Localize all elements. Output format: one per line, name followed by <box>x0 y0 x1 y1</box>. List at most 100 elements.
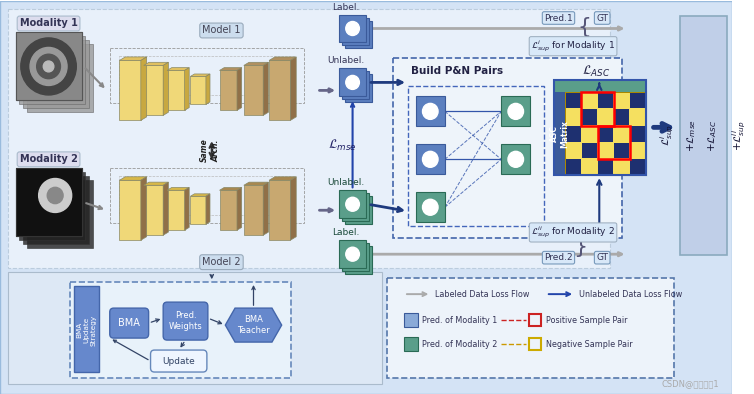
Polygon shape <box>167 68 189 71</box>
Polygon shape <box>290 57 296 121</box>
Text: Pred.
Weights: Pred. Weights <box>169 311 202 331</box>
Polygon shape <box>225 308 282 342</box>
Bar <box>529 338 541 350</box>
Text: Build P&N Pairs: Build P&N Pairs <box>411 67 503 76</box>
Bar <box>615 110 630 125</box>
Polygon shape <box>167 188 189 190</box>
Bar <box>630 93 645 108</box>
Bar <box>345 196 372 224</box>
Polygon shape <box>219 68 241 71</box>
Polygon shape <box>206 194 210 224</box>
Circle shape <box>346 75 360 89</box>
Bar <box>566 93 646 175</box>
Text: GT: GT <box>596 253 608 262</box>
Text: Arch.: Arch. <box>211 139 220 162</box>
Text: Same: Same <box>200 138 208 162</box>
Polygon shape <box>290 177 296 240</box>
Polygon shape <box>144 182 168 185</box>
Circle shape <box>422 199 438 215</box>
Text: $\mathcal{L}^{ii}_{sup}$ for Modality 2: $\mathcal{L}^{ii}_{sup}$ for Modality 2 <box>531 225 615 240</box>
Polygon shape <box>263 182 268 235</box>
Bar <box>501 97 530 126</box>
Circle shape <box>48 187 63 204</box>
Text: ASC
Matrix: ASC Matrix <box>550 120 569 148</box>
Circle shape <box>38 178 72 212</box>
Bar <box>8 9 610 268</box>
Text: Labeled Data Loss Flow: Labeled Data Loss Flow <box>435 290 529 299</box>
Bar <box>345 246 372 274</box>
Text: Unlabel.: Unlabel. <box>327 178 364 187</box>
Bar <box>190 196 206 224</box>
Text: GT: GT <box>596 13 608 22</box>
Bar <box>339 190 366 218</box>
Bar <box>408 86 544 226</box>
FancyBboxPatch shape <box>163 302 208 340</box>
Polygon shape <box>269 57 296 60</box>
Circle shape <box>508 151 523 167</box>
Polygon shape <box>119 177 147 180</box>
Bar <box>566 143 581 158</box>
Bar <box>615 143 630 158</box>
Text: Label.: Label. <box>332 228 360 237</box>
Bar <box>16 168 81 236</box>
Bar <box>501 144 530 174</box>
Text: }: } <box>573 15 587 35</box>
Bar <box>394 58 621 238</box>
Bar <box>20 37 85 104</box>
Bar <box>339 15 366 43</box>
Bar <box>23 176 90 244</box>
Bar <box>553 80 646 175</box>
Bar <box>119 56 294 95</box>
Text: CSDN@小杨小杨1: CSDN@小杨小杨1 <box>661 379 719 388</box>
Bar <box>110 48 304 103</box>
Text: Model 1: Model 1 <box>202 26 241 35</box>
Bar <box>23 41 90 108</box>
Polygon shape <box>244 182 268 185</box>
Bar <box>342 71 369 99</box>
Bar <box>74 286 99 372</box>
Polygon shape <box>185 68 189 110</box>
FancyBboxPatch shape <box>151 350 207 372</box>
Bar <box>404 337 418 351</box>
Bar <box>415 144 445 174</box>
Polygon shape <box>244 62 268 65</box>
Bar <box>269 60 290 121</box>
Text: }: } <box>573 237 587 257</box>
Bar <box>582 110 597 125</box>
Bar <box>119 176 294 215</box>
FancyBboxPatch shape <box>110 308 149 338</box>
Bar <box>630 110 645 125</box>
Bar <box>110 168 304 223</box>
Bar <box>70 282 291 378</box>
Text: $\mathcal{L}^{i}_{sup}$
$+\mathcal{L}_{mse}$
$+\mathcal{L}_{ASC}$
$+\mathcal{L}^: $\mathcal{L}^{i}_{sup}$ $+\mathcal{L}_{m… <box>658 119 748 152</box>
Bar <box>553 80 566 175</box>
Polygon shape <box>190 74 210 76</box>
Bar <box>582 126 597 141</box>
Text: Update: Update <box>162 357 195 366</box>
Circle shape <box>422 103 438 119</box>
Polygon shape <box>141 177 147 240</box>
Bar <box>219 190 237 230</box>
Polygon shape <box>141 57 147 121</box>
Text: $\mathcal{L}_{ASC}$: $\mathcal{L}_{ASC}$ <box>581 64 610 79</box>
Bar <box>404 313 418 327</box>
Bar <box>269 180 290 240</box>
Text: $\mathcal{L}^{i}_{sup}$ for Modality 1: $\mathcal{L}^{i}_{sup}$ for Modality 1 <box>531 39 615 54</box>
Bar <box>598 159 613 175</box>
Bar <box>167 71 185 110</box>
Text: Unlabeled Data Loss Flow: Unlabeled Data Loss Flow <box>579 290 682 299</box>
Circle shape <box>508 103 523 119</box>
Bar <box>345 74 372 102</box>
Polygon shape <box>190 194 210 196</box>
Bar <box>566 93 581 108</box>
Bar <box>566 110 581 125</box>
Text: Unlabel.: Unlabel. <box>327 56 364 65</box>
Bar <box>339 240 366 268</box>
Text: Pred. of Modality 2: Pred. of Modality 2 <box>421 340 497 349</box>
Bar <box>598 110 613 125</box>
Bar <box>167 190 185 230</box>
Text: Label.: Label. <box>332 2 360 11</box>
Bar <box>219 71 237 110</box>
Bar <box>8 272 382 384</box>
Text: Negative Sample Pair: Negative Sample Pair <box>546 340 633 349</box>
